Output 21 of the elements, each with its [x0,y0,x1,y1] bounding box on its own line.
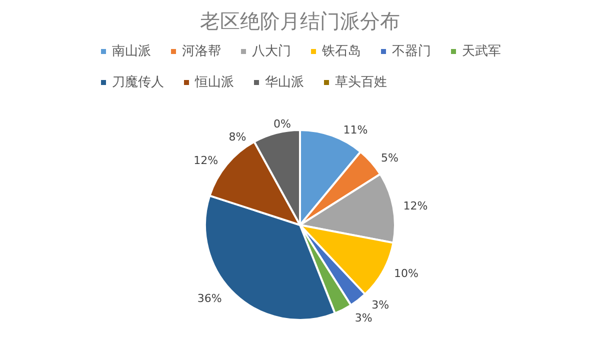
data-label: 36% [197,292,222,306]
legend-label: 刀魔传人 [112,75,164,90]
data-label: 3% [372,298,390,312]
data-label: 8% [228,130,246,144]
data-label: 11% [343,123,368,136]
chart-title: 老区绝阶月结门派分布 [200,9,400,33]
data-label: 12% [403,200,428,213]
data-label: 12% [194,154,218,168]
legend-label: 八大门 [252,43,291,59]
data-label: 5% [380,152,398,165]
legend-label: 恒山派 [194,75,234,90]
text: 0% [274,118,291,130]
legend-label: 南山派 [112,44,151,59]
legend-label: 华山派 [265,75,304,90]
legend-label: 草头百姓 [335,75,387,90]
legend-label: 不器门 [392,43,431,59]
legend-label: 河洛帮 [182,44,221,59]
legend-label: 天武军 [462,44,501,59]
data-label: 3% [354,311,372,324]
data-label: 10% [394,267,418,280]
legend-label: 铁石岛 [321,44,361,59]
